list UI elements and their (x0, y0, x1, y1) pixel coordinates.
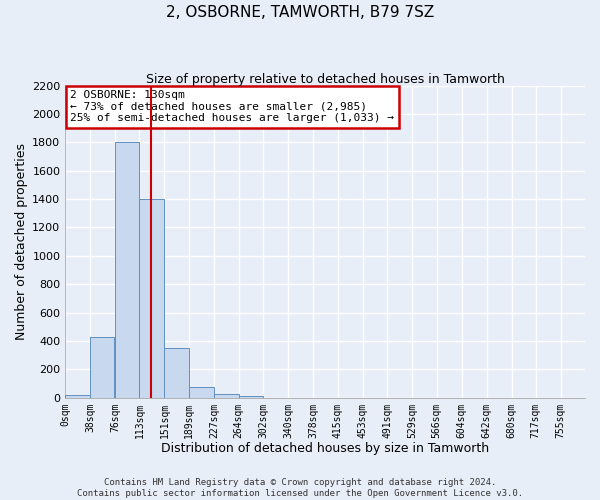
Bar (190, 387, 214, 398)
Bar (115, 142, 139, 398)
Bar (164, 348, 188, 398)
Bar (90, 336, 115, 398)
Bar (214, 394, 239, 398)
Text: Contains HM Land Registry data © Crown copyright and database right 2024.
Contai: Contains HM Land Registry data © Crown c… (77, 478, 523, 498)
Y-axis label: Number of detached properties: Number of detached properties (15, 143, 28, 340)
Text: 2, OSBORNE, TAMWORTH, B79 7SZ: 2, OSBORNE, TAMWORTH, B79 7SZ (166, 5, 434, 20)
Bar (65, 395, 89, 398)
Bar (239, 396, 263, 398)
X-axis label: Distribution of detached houses by size in Tamworth: Distribution of detached houses by size … (161, 442, 489, 455)
Text: 2 OSBORNE: 130sqm
← 73% of detached houses are smaller (2,985)
25% of semi-detac: 2 OSBORNE: 130sqm ← 73% of detached hous… (70, 90, 394, 124)
Title: Size of property relative to detached houses in Tamworth: Size of property relative to detached ho… (146, 72, 505, 86)
Bar (139, 199, 164, 398)
